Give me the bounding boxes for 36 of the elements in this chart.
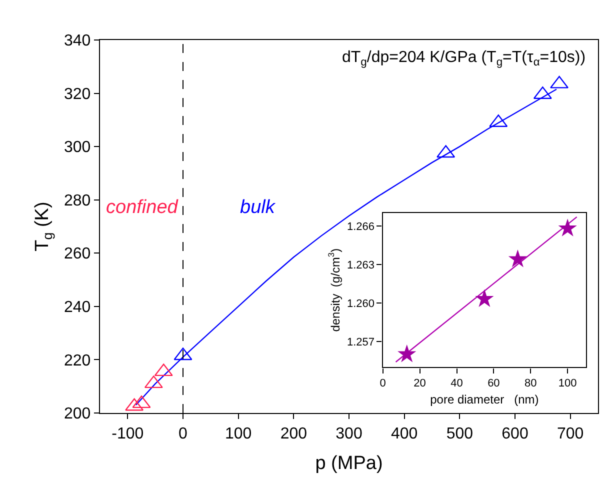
y-tick-label: 1.263 [346,259,375,272]
y-tick-label: 260 [64,246,91,263]
y-tick-label: 1.260 [346,298,375,310]
x-tick-label: 600 [502,425,528,442]
x-tick-label: 0 [380,377,386,390]
y-tick-label: 220 [64,352,91,370]
text: bulk [240,197,276,218]
x-tick-label: 500 [446,425,474,442]
x-tick-label: 100 [558,377,577,390]
x-tick-label: 40 [450,377,463,390]
point [558,218,577,236]
x-tick-label: 20 [414,377,426,390]
x-tick-label: 700 [556,425,584,442]
x-axis-title: p (MPa) [315,453,383,474]
y-tick-label: 1.257 [346,336,375,348]
y-tick-label: 200 [64,406,91,423]
y-tick-label: 240 [64,299,91,316]
x-tick-label: 0 [178,425,188,442]
point [398,344,416,362]
y-tick-label: 280 [64,192,91,210]
x-tick-label: -100 [112,425,144,442]
annotation: dT$_{g}$/dp=204 K/GPa (T$_{g}$=T(τ$_{α}$=10s)) [342,49,586,68]
x-tick-label: 300 [336,425,362,442]
y-tick-label: 320 [64,86,91,103]
x-tick-label: 60 [488,377,500,390]
text: confined [106,197,180,218]
point [508,249,528,268]
y-tick-label: 300 [64,139,91,156]
x-tick-label: 80 [524,377,537,390]
x-tick-label: 200 [280,425,308,442]
y-tick-label: 340 [64,32,91,50]
x-axis-title: pore diameter (nm) [430,392,539,406]
x-tick-label: 400 [390,425,418,442]
point [475,289,494,308]
y-tick-label: 1.266 [346,220,375,233]
x-tick-label: 100 [224,425,252,442]
